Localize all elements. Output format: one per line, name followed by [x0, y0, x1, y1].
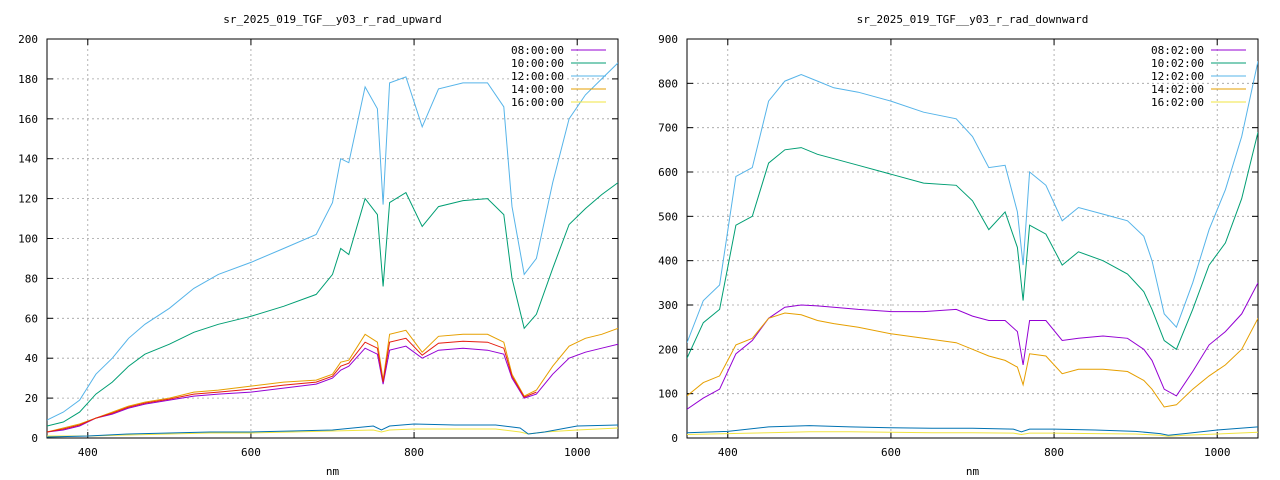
legend-label: 12:02:00 — [1151, 70, 1204, 83]
series-line-0 — [47, 343, 618, 433]
x-tick-label: 1000 — [1204, 446, 1231, 459]
y-tick-label: 40 — [25, 352, 38, 365]
y-tick-label: 700 — [658, 122, 678, 135]
x-tick-label: 800 — [404, 446, 424, 459]
x-tick-label: 400 — [718, 446, 738, 459]
series-line-6 — [47, 337, 537, 433]
legend-label: 16:00:00 — [511, 96, 564, 109]
series-line-3 — [687, 312, 1258, 408]
y-tick-label: 140 — [18, 153, 38, 166]
y-tick-label: 0 — [31, 432, 38, 445]
y-tick-label: 80 — [25, 272, 38, 285]
y-tick-label: 200 — [18, 33, 38, 46]
chart-downward-svg: sr_2025_019_TGF__y03_r_rad_downward 0 100 2… — [658, 13, 1259, 478]
legend-label: 10:00:00 — [511, 57, 564, 70]
y-tick-label: 160 — [18, 113, 38, 126]
series-line-2 — [47, 62, 618, 421]
series-line-0 — [687, 282, 1258, 410]
y-tick-label: 100 — [658, 388, 678, 401]
legend-label: 14:00:00 — [511, 83, 564, 96]
x-tick-label: 600 — [241, 446, 261, 459]
chart-title: sr_2025_019_TGF__y03_r_rad_downward — [857, 13, 1089, 26]
series-line-2 — [687, 61, 1258, 343]
y-tick-label: 180 — [18, 73, 38, 86]
plot-frame — [46, 38, 619, 439]
x-axis-label: nm — [966, 465, 980, 478]
plot-frame — [686, 38, 1259, 439]
x-tick-label: 600 — [881, 446, 901, 459]
series-line-4 — [47, 427, 618, 437]
y-tick-label: 60 — [25, 312, 38, 325]
y-tick-label: 120 — [18, 193, 38, 206]
series-line-1 — [687, 131, 1258, 359]
y-tick-label: 300 — [658, 299, 678, 312]
chart-upward: sr_2025_019_TGF__y03_r_rad_upward 0 20 40 60… — [18, 13, 619, 478]
y-tick-label: 500 — [658, 210, 678, 223]
series-line-4 — [687, 431, 1258, 437]
y-tick-label: 0 — [671, 432, 678, 445]
series-line-5 — [47, 423, 618, 438]
legend-label: 12:00:00 — [511, 70, 564, 83]
y-tick-label: 20 — [25, 392, 38, 405]
y-tick-label: 200 — [658, 343, 678, 356]
legend-label: 08:00:00 — [511, 44, 564, 57]
x-tick-label: 800 — [1044, 446, 1064, 459]
x-tick-label: 1000 — [564, 446, 591, 459]
x-tick-label: 400 — [78, 446, 98, 459]
y-tick-label: 800 — [658, 77, 678, 90]
y-tick-label: 100 — [18, 233, 38, 246]
chart-downward: sr_2025_019_TGF__y03_r_rad_downward 0 100 2… — [640, 0, 1280, 480]
y-tick-label: 400 — [658, 255, 678, 268]
series-line-5 — [687, 425, 1258, 436]
legend-label: 14:02:00 — [1151, 83, 1204, 96]
series-line-1 — [47, 182, 618, 427]
series-line-3 — [47, 327, 618, 433]
legend-label: 16:02:00 — [1151, 96, 1204, 109]
legend-label: 10:02:00 — [1151, 57, 1204, 70]
y-tick-label: 600 — [658, 166, 678, 179]
legend-label: 08:02:00 — [1151, 44, 1204, 57]
chart-upward-svg: sr_2025_019_TGF__y03_r_rad_upward 0 20 40 60… — [18, 13, 619, 478]
y-tick-label: 900 — [658, 33, 678, 46]
x-axis-label: nm — [326, 465, 340, 478]
chart-title: sr_2025_019_TGF__y03_r_rad_upward — [223, 13, 442, 26]
